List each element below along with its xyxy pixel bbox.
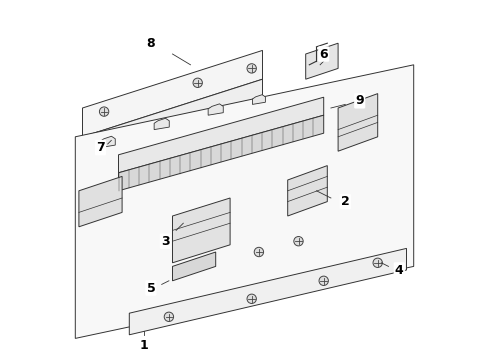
Polygon shape	[100, 136, 115, 148]
Polygon shape	[118, 97, 323, 173]
Polygon shape	[252, 95, 265, 104]
Circle shape	[318, 276, 328, 285]
Text: 3: 3	[161, 235, 169, 248]
Text: 8: 8	[146, 37, 155, 50]
Circle shape	[193, 78, 202, 87]
Polygon shape	[154, 118, 169, 130]
Polygon shape	[75, 65, 413, 338]
Text: 4: 4	[394, 264, 403, 276]
Polygon shape	[172, 252, 215, 281]
Polygon shape	[287, 166, 326, 216]
Polygon shape	[82, 50, 262, 137]
Text: 6: 6	[319, 48, 327, 60]
Text: 9: 9	[355, 94, 363, 107]
Polygon shape	[208, 104, 223, 115]
Circle shape	[254, 247, 263, 257]
Polygon shape	[82, 79, 262, 166]
Circle shape	[293, 237, 303, 246]
Polygon shape	[129, 248, 406, 335]
Circle shape	[99, 107, 108, 116]
Circle shape	[246, 64, 256, 73]
Polygon shape	[337, 94, 377, 151]
Polygon shape	[305, 43, 337, 79]
Text: 1: 1	[139, 339, 148, 352]
Polygon shape	[79, 176, 122, 227]
Text: 2: 2	[340, 195, 349, 208]
Circle shape	[246, 294, 256, 303]
Text: 5: 5	[146, 282, 155, 294]
Polygon shape	[172, 198, 230, 263]
Polygon shape	[118, 115, 323, 191]
Circle shape	[164, 312, 173, 321]
Circle shape	[372, 258, 382, 267]
Text: 7: 7	[96, 141, 104, 154]
